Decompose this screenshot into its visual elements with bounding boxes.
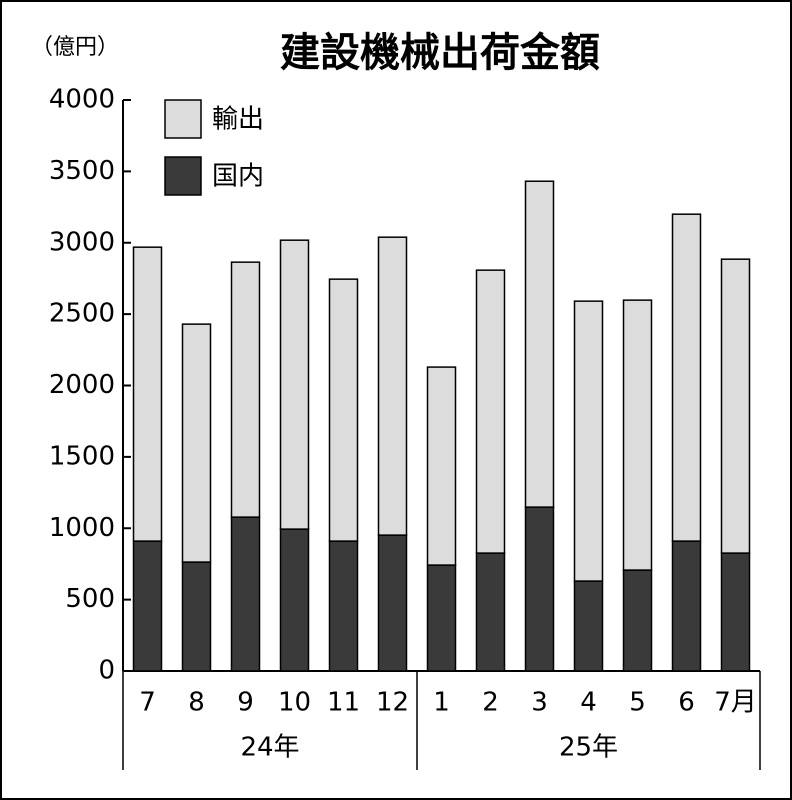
bar-segment: [132, 540, 163, 672]
x-tick-label: 1: [433, 688, 450, 718]
y-tick-label: 1000: [49, 513, 115, 543]
bar-segment: [279, 239, 310, 530]
y-tick-label: 4000: [49, 85, 115, 115]
y-tick-label: 3000: [49, 227, 115, 257]
bar-segment: [573, 580, 604, 672]
x-tick-label: 7月: [714, 688, 757, 718]
y-tick-label: 1500: [49, 441, 115, 471]
y-tick-label: 500: [65, 584, 115, 614]
bar-segment: [230, 261, 261, 518]
bar-segment: [524, 506, 555, 672]
x-tick-label: 10: [278, 688, 311, 718]
bar-segment: [230, 516, 261, 672]
bar-segment: [328, 540, 359, 672]
bar-segment: [426, 366, 457, 566]
bar-segment: [426, 564, 457, 672]
x-tick-label: 11: [327, 688, 360, 718]
bar-segment: [475, 269, 506, 554]
bar-segment: [475, 552, 506, 672]
bar-segment: [377, 236, 408, 536]
x-tick-label: 4: [580, 688, 597, 718]
x-tick-label: 9: [237, 688, 254, 718]
x-tick-label: 8: [188, 688, 205, 718]
bar-segment: [279, 528, 310, 672]
bar-segment: [181, 323, 212, 563]
x-group-label: 25年: [559, 733, 618, 763]
x-tick-label: 5: [629, 688, 646, 718]
y-tick-label: 3500: [49, 156, 115, 186]
bar-segment: [720, 552, 751, 672]
bar-segment: [524, 180, 555, 508]
y-tick-label: 2500: [49, 299, 115, 329]
legend-label: 国内: [212, 162, 264, 192]
x-tick-label: 7: [139, 688, 156, 718]
bar-segment: [622, 299, 653, 571]
legend-swatch: [164, 156, 202, 196]
x-group-label: 24年: [240, 733, 299, 763]
bar-segment: [573, 300, 604, 582]
bar-segment: [181, 561, 212, 672]
bar-segment: [377, 534, 408, 672]
bar-segment: [328, 278, 359, 542]
y-tick-label: 2000: [49, 370, 115, 400]
bar-segment: [671, 213, 702, 542]
y-unit: （億円）: [31, 35, 119, 60]
bar-segment: [720, 258, 751, 554]
chart-title: 建設機械出荷金額: [280, 30, 600, 76]
y-tick-label: 0: [98, 656, 115, 686]
legend-swatch: [164, 99, 202, 139]
x-tick-label: 6: [678, 688, 695, 718]
bar-segment: [132, 246, 163, 542]
x-tick-label: 12: [376, 688, 409, 718]
bar-segment: [671, 540, 702, 672]
legend-label: 輸出: [212, 105, 264, 135]
bar-segment: [622, 569, 653, 672]
x-tick-label: 3: [531, 688, 548, 718]
x-tick-label: 2: [482, 688, 499, 718]
